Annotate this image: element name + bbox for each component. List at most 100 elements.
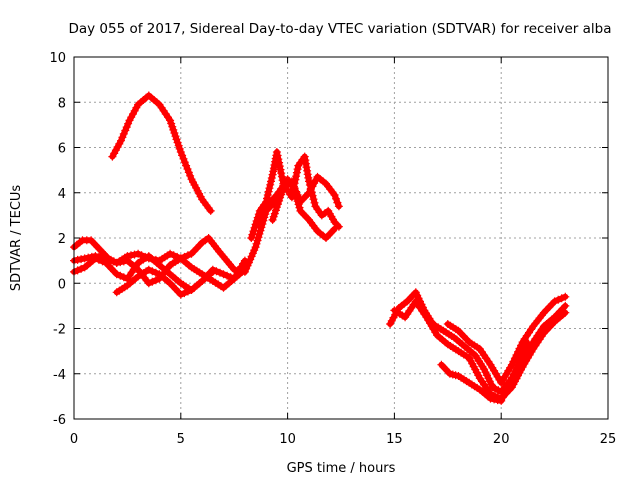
x-tick-label: 5 — [177, 432, 185, 447]
y-tick-label: 0 — [58, 277, 66, 292]
data-point — [290, 184, 299, 193]
data-point — [182, 161, 191, 170]
data-point — [498, 393, 507, 402]
data-point — [522, 338, 531, 347]
data-point — [490, 395, 499, 404]
data-point — [254, 233, 263, 242]
data-point — [333, 198, 342, 207]
x-tick-label: 10 — [279, 432, 296, 447]
data-point — [184, 168, 193, 177]
data-point — [276, 165, 285, 174]
data-point — [293, 191, 302, 199]
data-point — [550, 297, 559, 306]
data-point — [183, 287, 192, 296]
data-point — [506, 376, 515, 385]
x-tick-label: 15 — [386, 432, 403, 447]
data-point — [84, 253, 93, 262]
data-point — [122, 123, 131, 132]
data-series — [70, 91, 570, 405]
data-point — [272, 148, 281, 156]
data-point — [263, 191, 272, 199]
series-arc-h — [268, 172, 343, 224]
data-point — [176, 148, 185, 156]
data-point — [287, 177, 296, 186]
grid — [74, 57, 608, 419]
data-point — [292, 187, 301, 196]
y-axis-label: SDTVAR / TECUs — [9, 185, 24, 292]
data-point — [266, 180, 275, 189]
data-point — [98, 253, 107, 262]
data-point — [148, 267, 157, 276]
data-point — [179, 154, 188, 163]
data-point — [515, 357, 524, 366]
data-point — [248, 230, 257, 239]
data-point — [206, 206, 215, 215]
data-point — [208, 267, 217, 276]
data-point — [116, 271, 125, 280]
x-tick-label: 25 — [600, 432, 617, 447]
series-arc-l — [437, 338, 531, 405]
data-point — [77, 264, 86, 273]
data-point — [502, 386, 510, 395]
data-point — [144, 265, 153, 274]
data-point — [151, 276, 160, 285]
data-point — [330, 224, 339, 233]
data-point — [497, 396, 506, 405]
series-arc-a — [108, 91, 215, 215]
data-point — [267, 174, 276, 182]
y-tick-label: -4 — [53, 368, 66, 383]
data-point — [252, 239, 261, 248]
data-point — [121, 126, 130, 135]
data-point — [117, 136, 125, 145]
data-point — [134, 249, 143, 258]
data-point — [277, 169, 286, 178]
axis-ticks: 0 5 10 15 20 25 -6 -4 -2 0 2 4 6 8 10 — [49, 51, 616, 447]
data-point — [309, 195, 318, 204]
data-point — [561, 308, 570, 317]
series-arc-e — [112, 265, 217, 299]
data-point — [295, 194, 303, 203]
data-point — [109, 257, 118, 266]
data-point — [183, 251, 192, 260]
data-point — [561, 292, 570, 301]
data-point — [519, 347, 528, 356]
y-tick-label: 6 — [58, 142, 66, 157]
data-point — [119, 129, 128, 138]
x-tick-label: 0 — [70, 432, 78, 447]
data-point — [310, 198, 319, 207]
data-point — [130, 250, 139, 259]
chart-title: Day 055 of 2017, Sidereal Day-to-day VTE… — [68, 21, 611, 37]
data-point — [105, 255, 114, 264]
data-point — [289, 180, 298, 189]
data-point — [305, 177, 313, 186]
data-point — [557, 294, 566, 303]
data-point — [267, 177, 275, 186]
data-point — [274, 155, 283, 164]
data-point — [144, 279, 153, 288]
data-point — [330, 191, 339, 199]
data-point — [561, 301, 570, 310]
x-tick-label: 20 — [493, 432, 510, 447]
data-point — [178, 151, 187, 160]
data-point — [216, 268, 224, 277]
data-point — [249, 227, 258, 236]
data-point — [119, 273, 128, 282]
data-point — [253, 236, 262, 245]
data-point — [332, 194, 340, 203]
series-arc-k — [443, 292, 570, 387]
data-point — [240, 256, 249, 265]
data-point — [169, 251, 178, 260]
data-point — [251, 243, 260, 252]
data-point — [486, 394, 495, 403]
data-point — [151, 268, 160, 277]
data-point — [148, 277, 157, 286]
data-point — [273, 151, 282, 160]
series-arc-d — [70, 252, 249, 292]
y-tick-label: -2 — [53, 323, 66, 338]
data-point — [124, 119, 133, 128]
data-point — [87, 252, 96, 261]
data-point — [293, 165, 302, 174]
x-axis-label: GPS time / hours — [287, 461, 396, 476]
data-point — [186, 171, 195, 180]
